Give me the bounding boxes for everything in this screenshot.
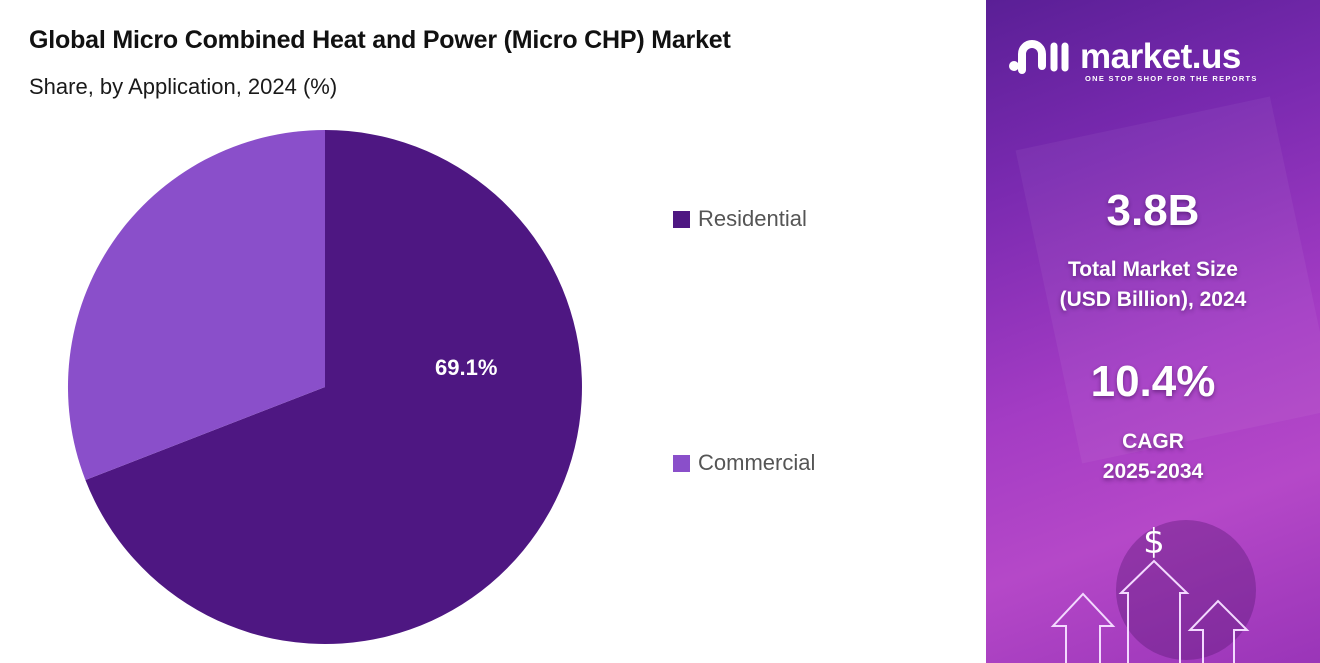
legend-item-commercial[interactable]: Commercial bbox=[673, 450, 815, 476]
market-size-label-1: Total Market Size bbox=[1068, 258, 1238, 281]
pie-chart bbox=[67, 130, 582, 644]
pie-label-residential: 69.1% bbox=[435, 355, 498, 380]
legend-swatch-commercial bbox=[673, 454, 690, 472]
chart-title: Global Micro Combined Heat and Power (Mi… bbox=[29, 26, 731, 54]
cagr-value: 10.4% bbox=[1090, 357, 1216, 406]
pie-slice-residential[interactable] bbox=[85, 130, 582, 644]
dollar-up-arrows-icon: $ bbox=[1050, 522, 1250, 663]
background-circle bbox=[1116, 520, 1256, 660]
market-size-value: 3.8B bbox=[1106, 186, 1200, 235]
logo-mark-icon bbox=[1009, 40, 1069, 74]
pie-slice-commercial[interactable] bbox=[67, 130, 325, 480]
legend-swatch-residential bbox=[673, 210, 690, 228]
market-size-label-2: (USD Billion), 2024 bbox=[1059, 288, 1247, 311]
legend-label: Residential bbox=[698, 206, 807, 231]
cagr-label-1: CAGR bbox=[1122, 430, 1184, 453]
legend-item-residential[interactable]: Residential bbox=[673, 206, 807, 232]
legend-label: Commercial bbox=[698, 450, 816, 475]
cagr-label-2: 2025-2034 bbox=[1102, 460, 1204, 483]
chart-panel: Global Micro Combined Heat and Power (Mi… bbox=[29, 26, 816, 644]
logo-name: market.us bbox=[1080, 36, 1241, 76]
summary-panel: market.us ONE STOP SHOP FOR THE REPORTS … bbox=[986, 0, 1320, 663]
svg-text:$: $ bbox=[1143, 522, 1165, 562]
chart-subtitle: Share, by Application, 2024 (%) bbox=[29, 74, 338, 99]
market-us-logo: market.us ONE STOP SHOP FOR THE REPORTS bbox=[1008, 36, 1256, 83]
logo-tagline: ONE STOP SHOP FOR THE REPORTS bbox=[1085, 74, 1258, 83]
